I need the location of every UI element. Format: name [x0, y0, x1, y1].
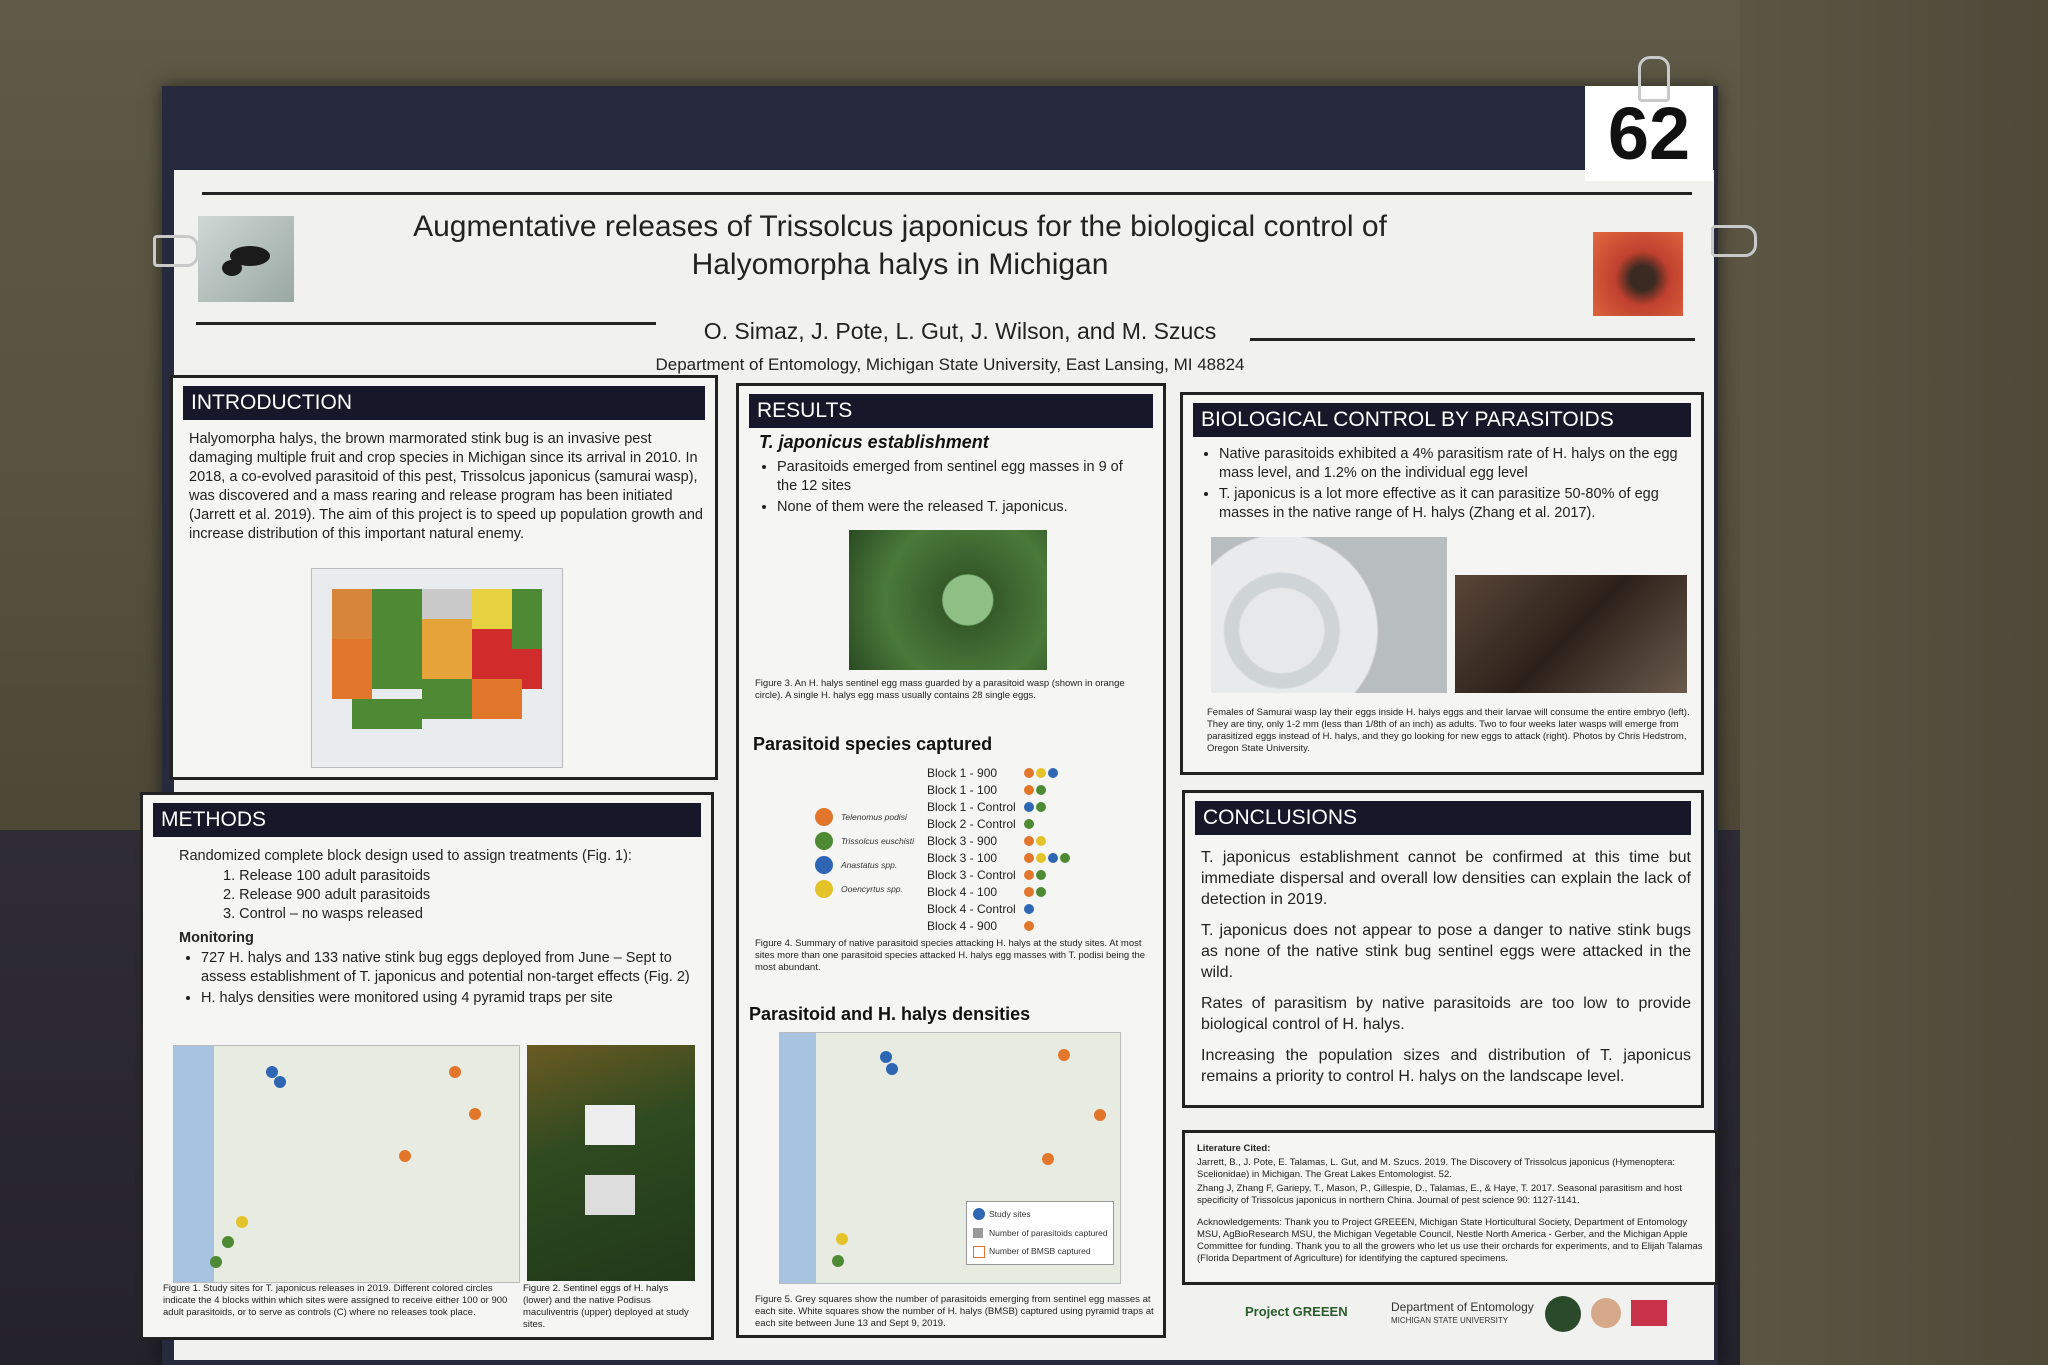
monitoring-item: H. halys densities were monitored using …	[201, 989, 699, 1008]
acknowledgements: Acknowledgements: Thank you to Project G…	[1197, 1217, 1703, 1264]
title-rule-top	[202, 192, 1692, 195]
wasp-on-eggs-photo	[1211, 537, 1447, 693]
block-row: Block 3 - Control	[927, 868, 1016, 882]
species-heading: Parasitoid species captured	[753, 734, 993, 754]
biocontrol-caption: Females of Samurai wasp lay their eggs i…	[1207, 707, 1690, 754]
map-legend-bmsb: Number of BMSB captured	[989, 1246, 1091, 1256]
title-line-1: Augmentative releases of Trissolcus japo…	[413, 210, 1387, 243]
project-greeen-logo: Project GREEEN	[1245, 1304, 1348, 1319]
treatment-list: 1. Release 100 adult parasitoids 2. Rele…	[223, 867, 663, 924]
methods-header: METHODS	[153, 803, 701, 837]
intro-header: INTRODUCTION	[183, 386, 705, 420]
map-legend-parasitoids: Number of parasitoids captured	[989, 1228, 1108, 1238]
michigan-apples-icon	[1631, 1300, 1667, 1326]
block-row: Block 1 - 900	[927, 766, 998, 780]
figure2-caption: Figure 2. Sentinel eggs of H. halys (low…	[523, 1283, 689, 1330]
results-header: RESULTS	[749, 394, 1153, 428]
legend-telenomus: Telenomus podisi	[841, 812, 907, 822]
establishment-bullets: Parasitoids emerged from sentinel egg ma…	[755, 458, 1145, 519]
establishment-heading: T. japonicus establishment	[759, 432, 989, 452]
conclusions-text: T. japonicus establishment cannot be con…	[1201, 847, 1691, 1087]
legend-anastatus: Anastatus spp.	[841, 860, 898, 870]
conclusion-paragraph: T. japonicus does not appear to pose a d…	[1201, 922, 1691, 981]
establishment-bullet: None of them were the released T. japoni…	[777, 498, 1145, 517]
department: Department of Entomology, Michigan State…	[655, 355, 1245, 374]
treatment-2: 2. Release 900 adult parasitoids	[223, 887, 431, 903]
monitoring-item: 727 H. halys and 133 native stink bug eg…	[201, 949, 699, 987]
sponsor-logos: Project GREEEN Department of Entomology …	[1195, 1292, 1695, 1338]
wasp-photo-logo	[198, 216, 294, 302]
stinkbug-photo-logo	[1593, 232, 1683, 316]
seal-icon	[1545, 1296, 1581, 1332]
densities-map: Study sites Number of parasitoids captur…	[779, 1032, 1121, 1284]
literature-label: Literature Cited:	[1197, 1143, 1271, 1154]
block-row: Block 4 - 900	[927, 919, 998, 933]
treatment-3: 3. Control – no wasps released	[223, 906, 423, 922]
conclusion-paragraph: T. japonicus establishment cannot be con…	[1201, 849, 1691, 908]
figure4-caption: Figure 4. Summary of native parasitoid s…	[755, 938, 1146, 973]
dept-entomology-logo: Department of Entomology	[1391, 1300, 1534, 1314]
title-rule-right	[1250, 338, 1695, 341]
wall-right	[1740, 0, 2048, 1365]
biocontrol-header: BIOLOGICAL CONTROL BY PARASITOIDS	[1193, 403, 1691, 437]
biocontrol-bullet: Native parasitoids exhibited a 4% parasi…	[1219, 445, 1687, 483]
title-line-2: Halyomorpha halys in Michigan	[691, 248, 1109, 281]
conclusion-paragraph: Rates of parasitism by native parasitoid…	[1201, 995, 1691, 1033]
authors: O. Simaz, J. Pote, L. Gut, J. Wilson, an…	[703, 318, 1217, 344]
block-row: Block 1 - Control	[927, 800, 1016, 814]
binder-clip-left	[153, 235, 199, 267]
intro-text: Halyomorpha halys, the brown marmorated …	[189, 431, 703, 542]
block-row: Block 3 - 900	[927, 834, 998, 848]
block-row: Block 4 - 100	[927, 885, 998, 899]
block-row: Block 4 - Control	[927, 902, 1016, 916]
sentinel-eggs-photo	[527, 1045, 695, 1281]
densities-map-legend: Study sites Number of parasitoids captur…	[966, 1201, 1114, 1265]
binder-clip-right	[1711, 225, 1757, 257]
densities-heading: Parasitoid and H. halys densities	[749, 1004, 1031, 1024]
conclusion-paragraph: Increasing the population sizes and dist…	[1201, 1047, 1691, 1085]
figure1-caption: Figure 1. Study sites for T. japonicus r…	[163, 1283, 508, 1318]
legend-ooencyrtus: Ooencyrtus spp.	[841, 884, 903, 894]
intro-panel: INTRODUCTION Halyomorpha halys, the brow…	[170, 375, 718, 780]
emerging-wasp-photo	[1455, 575, 1687, 693]
figure5-caption: Figure 5. Grey squares show the number o…	[755, 1294, 1154, 1329]
conclusions-header: CONCLUSIONS	[1195, 801, 1691, 835]
literature-panel: Literature Cited: Jarrett, B., J. Pote, …	[1182, 1130, 1718, 1285]
biocontrol-bullets: Native parasitoids exhibited a 4% parasi…	[1197, 445, 1687, 525]
results-panel: RESULTS T. japonicus establishment Paras…	[736, 383, 1166, 1338]
legend-dot-ooencyrtus	[815, 880, 833, 898]
block-row: Block 1 - 100	[927, 783, 998, 797]
us-distribution-map	[311, 568, 563, 768]
gerber-baby-icon	[1591, 1298, 1621, 1328]
reference-1: Jarrett, B., J. Pote, E. Talamas, L. Gut…	[1197, 1157, 1676, 1180]
reference-2: Zhang J, Zhang F, Gariepy, T., Mason, P.…	[1197, 1183, 1682, 1206]
monitoring-label: Monitoring	[179, 930, 254, 946]
legend-dot-trissolcus	[815, 832, 833, 850]
block-row: Block 2 - Control	[927, 817, 1016, 831]
legend-dot-anastatus	[815, 856, 833, 874]
legend-trissolcus: Trissolcus euschisti	[841, 836, 915, 846]
conclusions-panel: CONCLUSIONS T. japonicus establishment c…	[1182, 790, 1704, 1108]
msu-logo: MICHIGAN STATE UNIVERSITY	[1391, 1316, 1509, 1325]
binder-clip-top	[1638, 56, 1670, 102]
title-rule-left	[196, 322, 656, 325]
block-row: Block 3 - 100	[927, 851, 998, 865]
establishment-bullet: Parasitoids emerged from sentinel egg ma…	[777, 458, 1145, 496]
methods-panel: METHODS Randomized complete block design…	[140, 792, 714, 1340]
biocontrol-panel: BIOLOGICAL CONTROL BY PARASITOIDS Native…	[1180, 392, 1704, 775]
monitoring-list: 727 H. halys and 133 native stink bug eg…	[179, 949, 699, 1010]
figure3-caption: Figure 3. An H. halys sentinel egg mass …	[755, 678, 1125, 701]
poster-title: Augmentative releases of Trissolcus japo…	[300, 208, 1500, 284]
legend-dot-telenomus	[815, 808, 833, 826]
treatment-1: 1. Release 100 adult parasitoids	[223, 868, 431, 884]
map-legend-study-sites: Study sites	[989, 1209, 1031, 1219]
methods-intro: Randomized complete block design used to…	[179, 848, 632, 864]
biocontrol-bullet: T. japonicus is a lot more effective as …	[1219, 485, 1687, 523]
study-site-map	[173, 1045, 520, 1283]
egg-mass-photo	[849, 530, 1047, 670]
